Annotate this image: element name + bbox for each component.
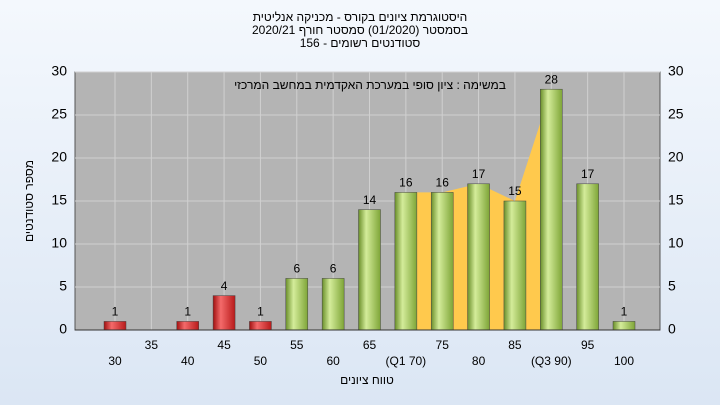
bar [212, 295, 236, 331]
x-tick-label: (Q1 70) [386, 354, 427, 368]
y-tick-label: 15 [51, 192, 67, 208]
y-tick-label: 30 [51, 63, 67, 79]
y-axis-label: מספר סטודנטים [22, 160, 36, 242]
bar [612, 321, 636, 331]
bar [358, 209, 381, 331]
bar [394, 192, 418, 331]
data-label: 1 [112, 305, 119, 319]
x-tick-label: 65 [363, 338, 377, 352]
data-label: 17 [472, 167, 486, 181]
y2-tick-label: 25 [668, 106, 684, 122]
x-tick-label: 35 [145, 338, 159, 352]
bar [103, 321, 127, 331]
y2-tick-label: 10 [668, 235, 684, 251]
y-tick-label: 20 [51, 149, 67, 165]
y2-tick-label: 20 [668, 149, 684, 165]
y-tick-label: 25 [51, 106, 67, 122]
y-tick-label: 0 [59, 321, 67, 337]
x-tick-label: 85 [508, 338, 522, 352]
data-label: 16 [399, 176, 413, 190]
data-label: 15 [508, 184, 522, 198]
x-tick-label: 80 [472, 354, 486, 368]
y-tick-label: 10 [51, 235, 67, 251]
x-tick-label: 75 [436, 338, 450, 352]
bar [576, 183, 599, 331]
data-label: 1 [621, 305, 628, 319]
x-tick-label: 100 [614, 354, 634, 368]
data-label: 6 [330, 262, 337, 276]
bar [321, 278, 345, 331]
bar [176, 321, 199, 331]
x-tick-label: 50 [254, 354, 268, 368]
x-axis-label: טווח ציונים [340, 373, 394, 387]
chart-subtitle: בסמסטר (01/2020) סמסטר חורף 2020/21 [252, 23, 468, 37]
data-label: 1 [257, 305, 264, 319]
x-tick-label: 40 [181, 354, 195, 368]
bar [430, 192, 454, 331]
y-tick-label: 5 [59, 278, 67, 294]
data-label: 28 [545, 72, 559, 86]
x-tick-label: (Q3 90) [531, 354, 572, 368]
data-label: 16 [436, 176, 450, 190]
x-tick-label: 30 [108, 354, 122, 368]
x-tick-label: 60 [326, 354, 340, 368]
x-tick-label: 45 [217, 338, 231, 352]
chart-title: היסטוגרמת ציונים בקורס - מכניקה אנליטית [253, 10, 468, 24]
annotation: במשימה : ציון סופי במערכת האקדמית במחשב … [234, 78, 506, 92]
x-tick-label: 95 [581, 338, 595, 352]
y2-tick-label: 5 [668, 278, 676, 294]
data-label: 14 [363, 193, 377, 207]
y2-tick-label: 0 [668, 321, 676, 337]
x-tick-label: 55 [290, 338, 304, 352]
data-label: 1 [184, 305, 191, 319]
bar [540, 88, 563, 331]
bar [249, 321, 272, 331]
bar [285, 278, 309, 331]
y2-tick-label: 15 [668, 192, 684, 208]
data-label: 6 [293, 262, 300, 276]
bar [467, 183, 490, 331]
data-label: 4 [221, 279, 228, 293]
chart-subtitle: סטודנטים רשומים - 156 [300, 36, 421, 50]
bar [503, 200, 527, 331]
y2-tick-label: 30 [668, 63, 684, 79]
data-label: 17 [581, 167, 595, 181]
